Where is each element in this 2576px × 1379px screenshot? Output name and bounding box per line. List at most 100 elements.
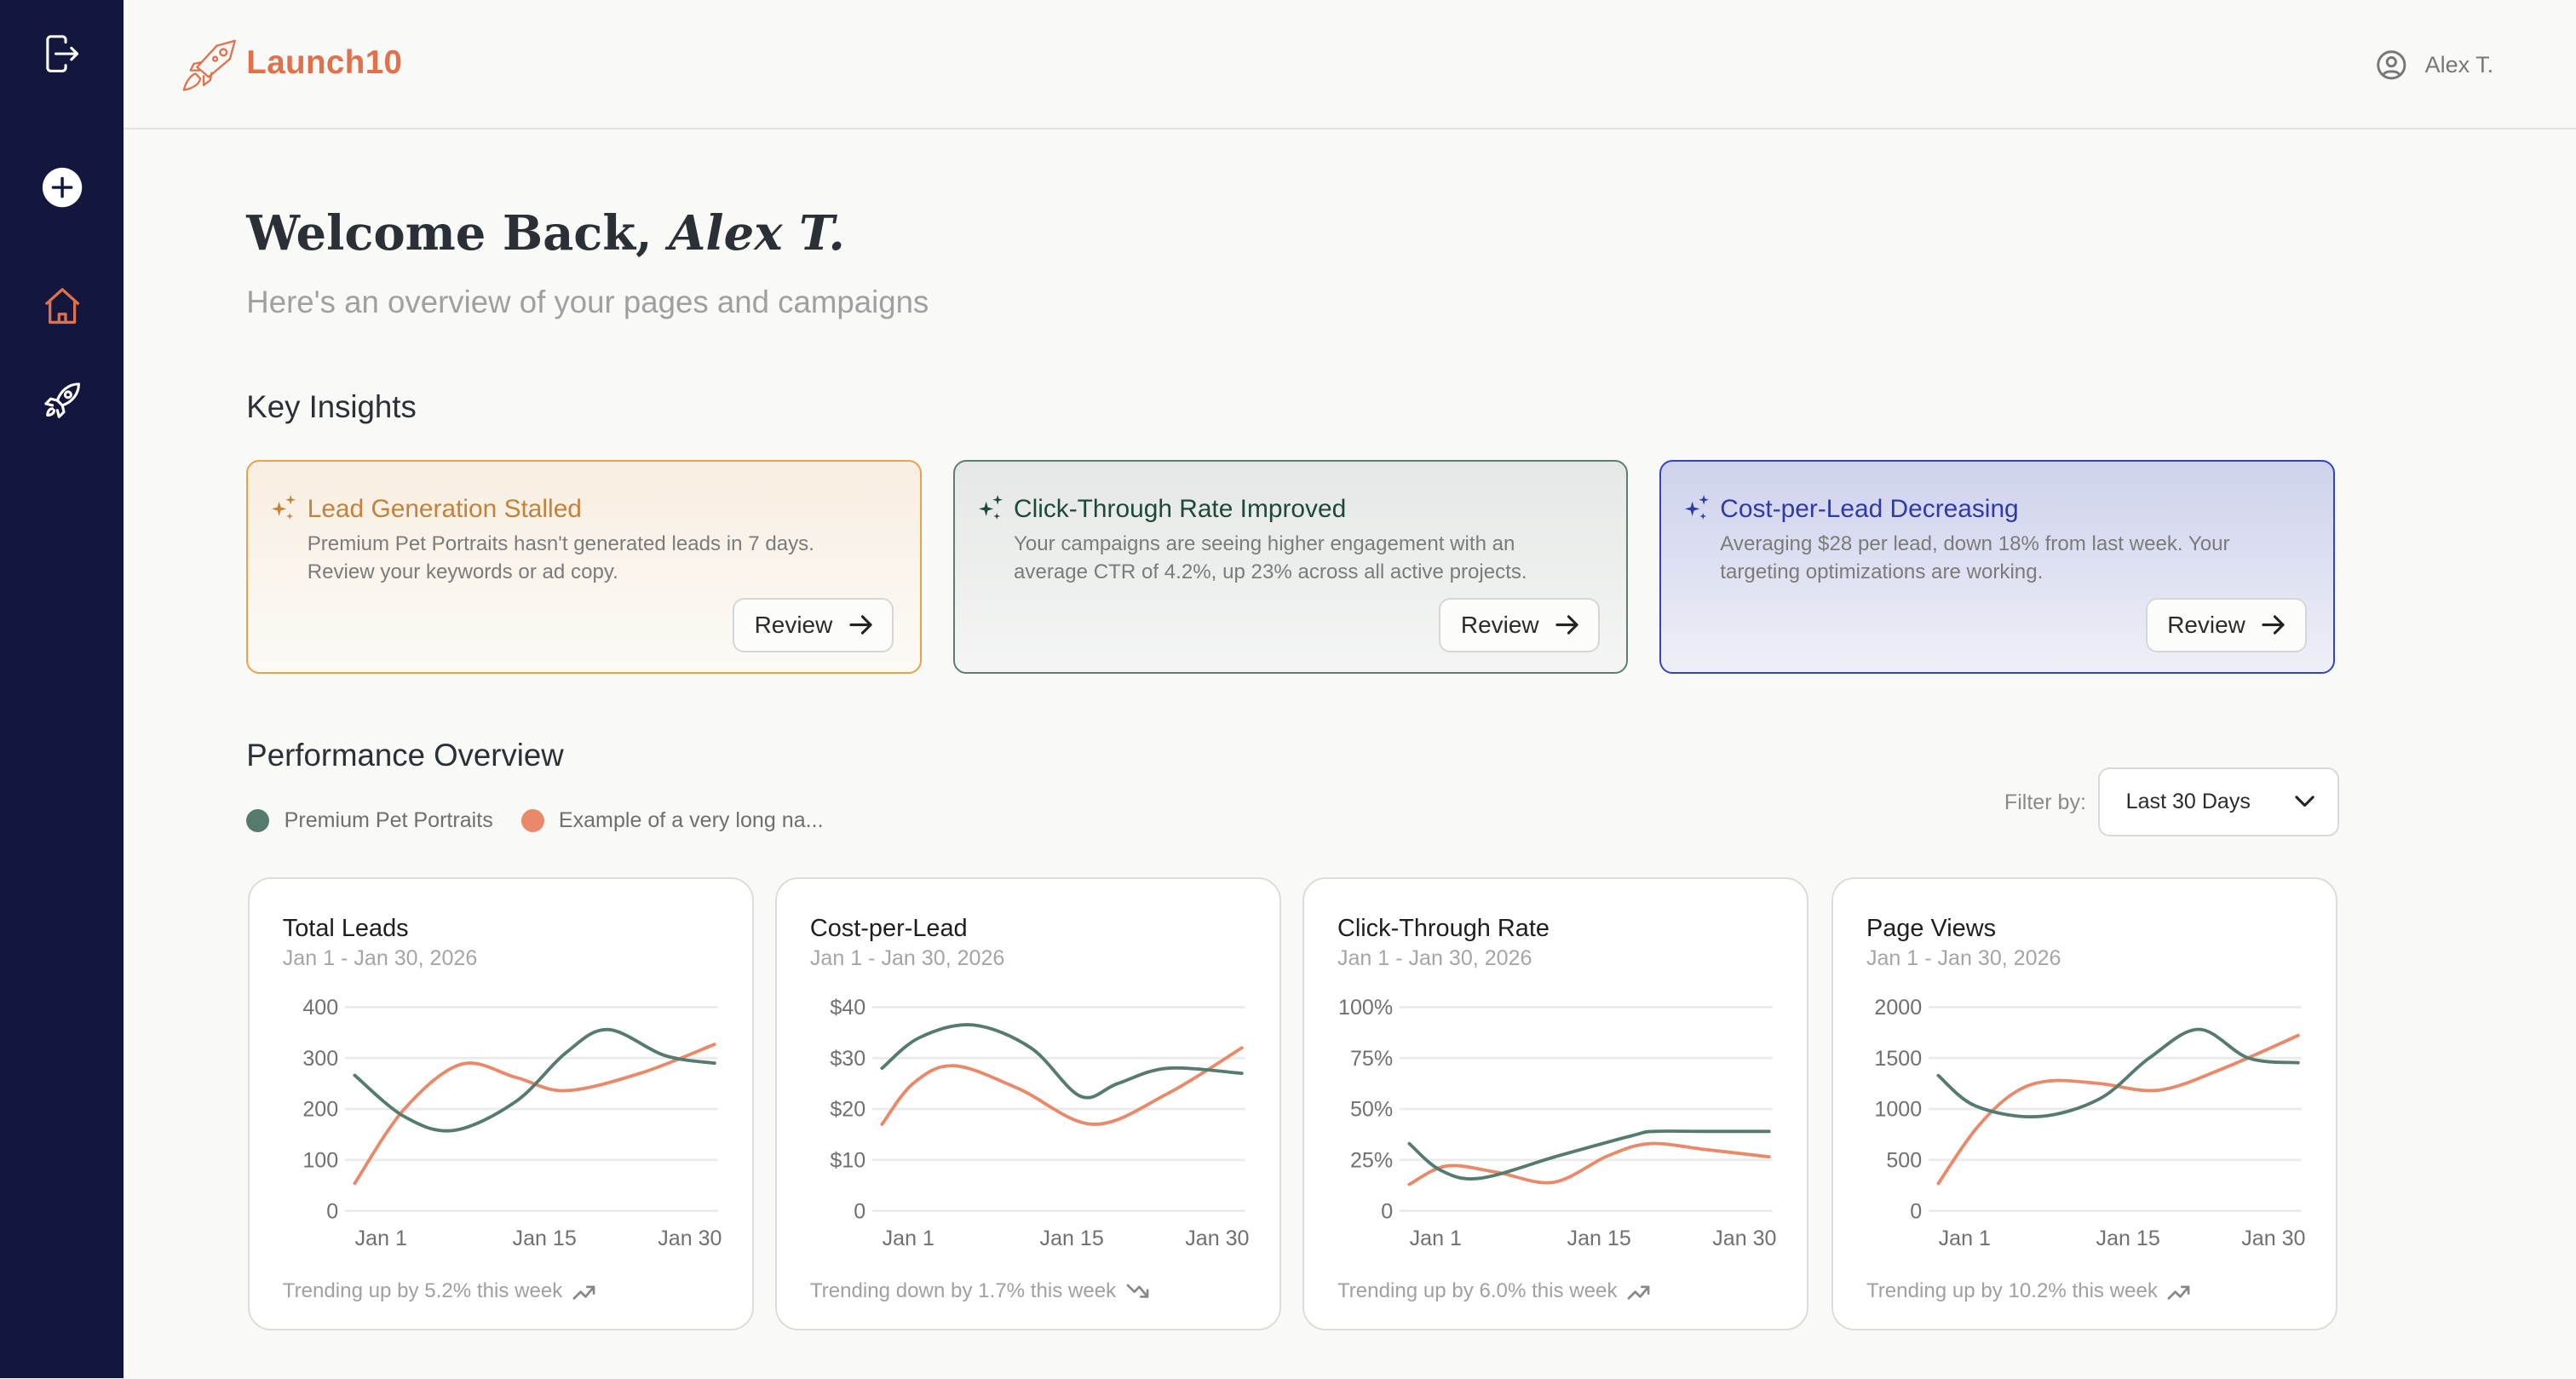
insight-card-ctr: Click-Through Rate Improved Your campaig… [952,460,1629,674]
review-button[interactable]: Review [733,598,894,652]
chart-card: Cost-per-Lead Jan 1 - Jan 30, 2026 Trendin… [775,876,1282,1331]
y-tick-label: $10 [831,1148,866,1172]
chart-trend: Trending up by 5.2% this week [283,1279,595,1303]
chart-date-range: Jan 1 - Jan 30, 2026 [282,945,478,970]
x-tick-label: Jan 15 [513,1227,577,1250]
y-tick-label: $40 [831,996,866,1020]
y-tick-label: 100 [303,1148,339,1172]
key-insights-heading: Key Insights [246,389,417,425]
y-tick-label: 25% [1350,1148,1393,1172]
legend-label: Premium Pet Portraits [284,807,493,832]
date-range-select[interactable]: Last 30 Days [2097,767,2340,836]
insight-description: Averaging $28 per lead, down 18% from la… [1720,532,2230,583]
insight-description: Premium Pet Portraits hasn't generated l… [307,532,814,583]
page-title: Welcome Back, Alex T. [246,205,845,261]
chart-legend: Premium Pet Portraits Example of a very … [246,807,824,833]
app-logo-text[interactable]: Launch10 [246,44,403,82]
trending-up-icon [1627,1285,1650,1300]
home-icon [44,287,80,324]
y-tick-label: 1500 [1875,1047,1923,1071]
sidebar [0,0,124,1379]
y-tick-label: 50% [1350,1098,1393,1122]
chart-date-range: Jan 1 - Jan 30, 2026 [1337,945,1532,970]
x-tick-label: Jan 1 [1939,1227,1991,1250]
chart-title: Total Leads [282,915,409,943]
line-chart: 0 100 200 300 400 Jan 1 Jan 15 Jan 30 [303,996,722,1250]
chart-trend: Trending up by 6.0% this week [1337,1279,1650,1303]
x-tick-label: Jan 1 [1410,1227,1462,1250]
arrow-right-icon [2262,615,2285,635]
user-name: Alex T. [2424,51,2494,78]
logout-icon [46,35,79,73]
series-line [1936,1033,2301,1186]
chart-date-range: Jan 1 - Jan 30, 2026 [809,945,1005,970]
review-button[interactable]: Review [2145,598,2307,652]
y-tick-label: 500 [1887,1148,1923,1172]
y-tick-label: 400 [303,996,339,1020]
trending-up-icon [2168,1285,2190,1300]
page-subtitle: Here's an overview of your pages and cam… [246,284,929,319]
welcome-prefix: Welcome Back, [246,205,670,262]
x-tick-label: Jan 1 [355,1227,407,1250]
performance-heading: Performance Overview [246,737,564,773]
chevron-down-icon [2295,796,2314,807]
review-label: Review [2167,611,2245,638]
launch10-logo-icon [182,40,236,92]
chart-title: Click-Through Rate [1337,915,1550,943]
trending-down-icon [1126,1284,1149,1298]
x-tick-label: Jan 30 [658,1227,722,1250]
insight-description: Your campaigns are seeing higher engagem… [1014,532,1527,583]
chart-card: Click-Through Rate Jan 1 - Jan 30, 2026 Tr… [1302,876,1809,1331]
create-button[interactable] [36,161,89,214]
trend-text: Trending up by 10.2% this week [1866,1279,2158,1303]
series-line [880,1022,1245,1100]
sidebar-item-campaigns[interactable] [36,375,89,428]
chart-card: Page Views Jan 1 - Jan 30, 2026 Trending u… [1831,876,2338,1331]
y-tick-label: 2000 [1875,996,1923,1020]
rocket-icon [44,382,81,419]
series-line [1407,1141,1772,1187]
y-tick-label: 0 [1382,1199,1394,1223]
line-chart: 0 25% 50% 75% 100% Jan 1 Jan 15 Jan 30 [1338,996,1777,1250]
trending-up-icon [572,1285,595,1300]
review-button[interactable]: Review [1439,598,1601,652]
welcome-user-name: Alex T. [669,205,845,262]
x-tick-label: Jan 30 [1186,1227,1250,1250]
y-tick-label: $30 [831,1047,866,1071]
arrow-right-icon [848,615,872,635]
x-tick-label: Jan 30 [2242,1227,2306,1250]
y-tick-label: 200 [303,1098,339,1122]
x-tick-label: Jan 15 [1567,1227,1631,1250]
sidebar-item-home[interactable] [36,279,89,332]
chart-date-range: Jan 1 - Jan 30, 2026 [1866,945,2061,970]
series-line [880,1046,1245,1126]
user-avatar-icon [2377,50,2406,80]
trend-text: Trending down by 1.7% this week [809,1279,1117,1303]
sparkle-icon [272,494,296,520]
review-label: Review [1460,611,1539,638]
y-tick-label: 1000 [1875,1098,1923,1122]
user-menu[interactable]: Alex T. [2376,49,2493,81]
y-tick-label: 0 [1911,1199,1923,1223]
date-range-value: Last 30 Days [2125,789,2251,813]
insight-card-lead-generation: Lead Generation Stalled Premium Pet Port… [246,460,922,674]
logout-button[interactable] [36,28,89,81]
insight-title: Click-Through Rate Improved [1014,494,1347,523]
trend-text: Trending up by 6.0% this week [1337,1279,1618,1303]
x-tick-label: Jan 30 [1713,1227,1777,1250]
chart-title: Cost-per-Lead [809,915,968,943]
top-header [123,0,2576,130]
y-tick-label: 100% [1338,996,1393,1020]
legend-swatch-orange [520,808,544,832]
insight-title: Cost-per-Lead Decreasing [1720,494,2019,523]
y-tick-label: 300 [303,1047,339,1071]
x-tick-label: Jan 15 [2096,1227,2160,1250]
sparkle-icon [1684,494,1709,520]
chart-card: Total Leads Jan 1 - Jan 30, 2026 Trending … [248,876,755,1331]
insight-card-cost-per-lead: Cost-per-Lead Decreasing Averaging $28 p… [1659,460,2335,674]
series-line [353,1027,716,1133]
legend-swatch-green [246,808,270,832]
line-chart: 0 500 1000 1500 2000 Jan 1 Jan 15 Jan 30 [1875,996,2306,1250]
series-line [353,1043,716,1186]
